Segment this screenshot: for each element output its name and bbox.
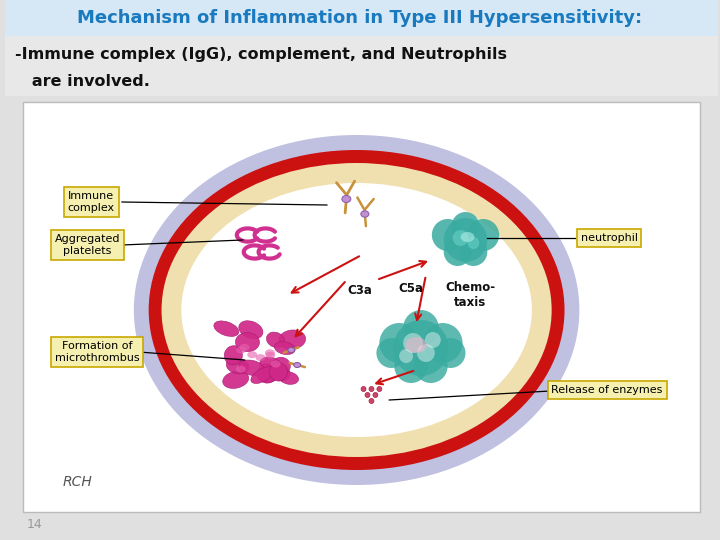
Ellipse shape <box>361 211 369 217</box>
Ellipse shape <box>414 349 448 383</box>
Ellipse shape <box>269 363 290 381</box>
Ellipse shape <box>235 333 259 352</box>
Ellipse shape <box>451 212 480 240</box>
Ellipse shape <box>271 361 281 368</box>
Ellipse shape <box>403 333 423 353</box>
Ellipse shape <box>274 342 295 355</box>
Ellipse shape <box>373 393 378 397</box>
Ellipse shape <box>134 135 580 485</box>
Ellipse shape <box>288 348 294 353</box>
Text: Release of enzymes: Release of enzymes <box>552 385 663 395</box>
Ellipse shape <box>467 237 480 249</box>
Ellipse shape <box>226 358 249 374</box>
Text: Aggregated
platelets: Aggregated platelets <box>55 234 120 256</box>
Ellipse shape <box>342 195 351 202</box>
Ellipse shape <box>379 323 419 363</box>
Text: C3a: C3a <box>347 284 372 296</box>
Ellipse shape <box>294 362 301 368</box>
Ellipse shape <box>260 357 282 374</box>
Ellipse shape <box>256 354 266 361</box>
Ellipse shape <box>377 387 382 392</box>
Ellipse shape <box>240 344 249 351</box>
Ellipse shape <box>432 219 464 251</box>
Ellipse shape <box>239 321 263 339</box>
Ellipse shape <box>459 238 487 266</box>
Ellipse shape <box>369 387 374 392</box>
Ellipse shape <box>271 357 290 375</box>
Ellipse shape <box>405 337 427 353</box>
Text: Mechanism of Inflammation in Type III Hypersensitivity:: Mechanism of Inflammation in Type III Hy… <box>77 9 642 27</box>
Ellipse shape <box>239 360 265 376</box>
Ellipse shape <box>224 346 243 365</box>
Bar <box>23 102 700 512</box>
Ellipse shape <box>444 238 472 266</box>
Text: -Immune complex (IgG), complement, and Neutrophils: -Immune complex (IgG), complement, and N… <box>15 46 507 62</box>
Ellipse shape <box>266 352 275 359</box>
Ellipse shape <box>236 366 246 373</box>
Ellipse shape <box>266 332 284 348</box>
Text: are involved.: are involved. <box>15 73 150 89</box>
Ellipse shape <box>361 387 366 392</box>
Text: 14: 14 <box>27 517 42 530</box>
Ellipse shape <box>257 368 278 383</box>
Ellipse shape <box>269 363 287 381</box>
Ellipse shape <box>395 349 428 383</box>
Text: C5a: C5a <box>399 281 423 294</box>
Ellipse shape <box>265 349 275 356</box>
Ellipse shape <box>393 320 449 376</box>
Ellipse shape <box>251 367 274 383</box>
Text: Chemo-
taxis: Chemo- taxis <box>446 281 495 309</box>
Ellipse shape <box>423 323 462 363</box>
Ellipse shape <box>258 364 276 383</box>
Ellipse shape <box>365 393 370 397</box>
Ellipse shape <box>417 344 435 362</box>
Ellipse shape <box>444 218 487 262</box>
Ellipse shape <box>247 351 257 358</box>
Ellipse shape <box>214 321 239 336</box>
Ellipse shape <box>425 332 441 348</box>
Ellipse shape <box>161 163 552 457</box>
Ellipse shape <box>279 372 299 384</box>
Ellipse shape <box>436 338 466 368</box>
Ellipse shape <box>279 330 306 349</box>
Text: Formation of
microthrombus: Formation of microthrombus <box>55 341 140 363</box>
Ellipse shape <box>377 338 406 368</box>
Text: Immune
complex: Immune complex <box>68 191 114 213</box>
Ellipse shape <box>453 230 469 246</box>
Ellipse shape <box>236 347 246 354</box>
Ellipse shape <box>403 310 438 346</box>
Ellipse shape <box>461 232 474 242</box>
Ellipse shape <box>467 219 499 251</box>
Bar <box>5 36 718 96</box>
Ellipse shape <box>369 399 374 403</box>
Text: RCH: RCH <box>63 475 92 489</box>
Ellipse shape <box>399 349 413 363</box>
Text: neutrophil: neutrophil <box>580 233 638 243</box>
Ellipse shape <box>148 150 564 470</box>
Ellipse shape <box>222 371 248 388</box>
Bar <box>5 0 718 36</box>
Ellipse shape <box>181 183 532 437</box>
